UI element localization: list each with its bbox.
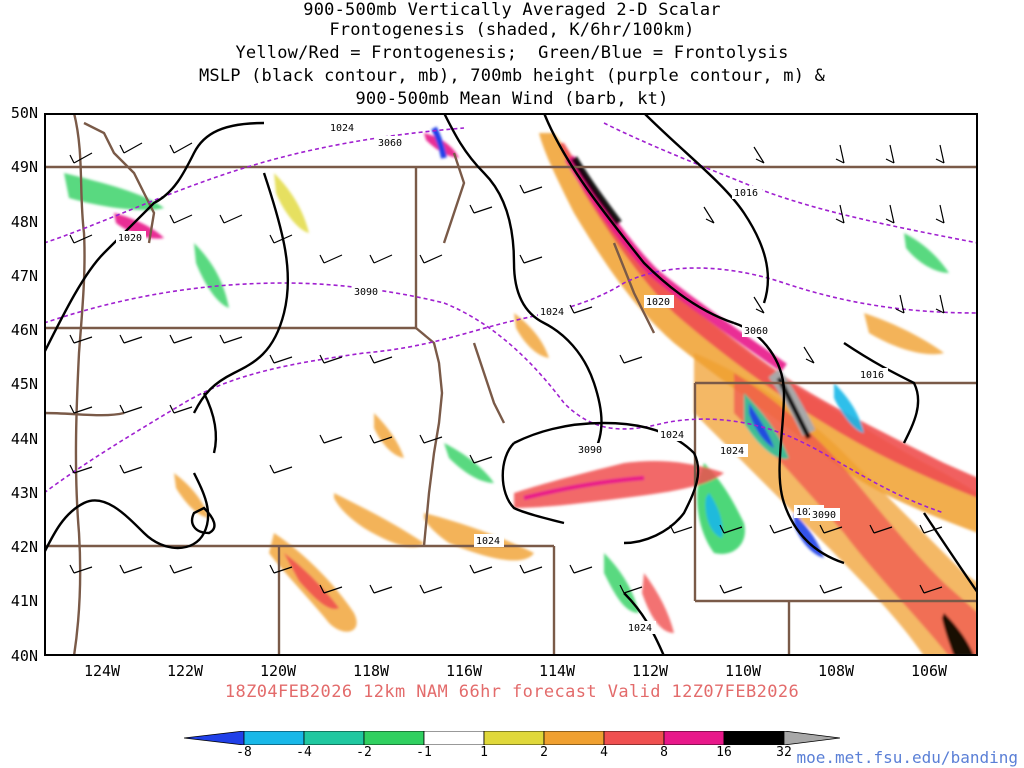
lat-label-41n: 41N xyxy=(10,592,38,610)
colorbar-segment xyxy=(184,731,245,745)
mslp-label: 1024 xyxy=(720,446,744,457)
colorbar-segment xyxy=(363,731,425,745)
lat-label-43n: 43N xyxy=(10,484,38,502)
lon-label-122w: 122W xyxy=(166,662,204,680)
lat-label-45n: 45N xyxy=(10,375,38,393)
colorbar-label: 32 xyxy=(776,745,792,760)
colorbar-label: -4 xyxy=(296,745,312,760)
lon-label-120w: 120W xyxy=(259,662,297,680)
mslp-label: 1024 xyxy=(476,536,500,547)
lon-label-112w: 112W xyxy=(631,662,669,680)
lat-label-49n: 49N xyxy=(10,158,38,176)
mslp-label: 1020 xyxy=(118,233,142,244)
mslp-label: 1020 xyxy=(796,507,820,518)
lat-label-42n: 42N xyxy=(10,538,38,556)
lat-label-47n: 47N xyxy=(10,267,38,285)
height-label: 3060 xyxy=(744,326,768,337)
colorbar-segment xyxy=(303,731,365,745)
colorbar-segment xyxy=(783,731,840,745)
colorbar xyxy=(184,731,840,745)
title-line-2: Frontogenesis (shaded, K/6hr/100km) xyxy=(329,20,695,40)
mslp-label: 1016 xyxy=(860,370,884,381)
website-link[interactable]: moe.met.fsu.edu/banding xyxy=(796,748,1018,767)
lon-label-108w: 108W xyxy=(817,662,855,680)
title-line-3: Yellow/Red = Frontogenesis; Green/Blue =… xyxy=(235,43,789,63)
height-label: 3090 xyxy=(812,510,836,521)
title-line-4: MSLP (black contour, mb), 700mb height (… xyxy=(198,66,826,86)
title-line-1: 900-500mb Vertically Averaged 2-D Scalar xyxy=(303,0,721,20)
colorbar-label: -1 xyxy=(416,745,432,760)
lon-label-118w: 118W xyxy=(352,662,390,680)
colorbar-segment xyxy=(723,731,785,745)
frontogenesis-shading xyxy=(64,126,978,656)
colorbar-segment xyxy=(543,731,605,745)
map-panel: 1024 1020 1016 1024 1020 1016 1024 1024 … xyxy=(44,113,978,656)
mslp-label: 1024 xyxy=(330,123,354,134)
mslp-label: 1020 xyxy=(646,297,670,308)
colorbar-segment xyxy=(663,731,725,745)
lon-label-116w: 116W xyxy=(445,662,483,680)
height-label: 3090 xyxy=(578,445,602,456)
colorbar-label: 4 xyxy=(600,745,608,760)
colorbar-segment xyxy=(243,731,305,745)
mslp-label: 1024 xyxy=(628,623,652,634)
mslp-label: 1016 xyxy=(734,188,758,199)
map-border xyxy=(44,113,978,656)
lat-label-50n: 50N xyxy=(10,104,38,122)
lat-label-48n: 48N xyxy=(10,213,38,231)
political-borders xyxy=(44,113,978,656)
lon-label-110w: 110W xyxy=(724,662,762,680)
mslp-contours xyxy=(44,113,978,656)
colorbar-label: -8 xyxy=(236,745,252,760)
height-label: 3090 xyxy=(354,287,378,298)
colorbar-segment xyxy=(483,731,545,745)
lat-label-46n: 46N xyxy=(10,321,38,339)
lat-label-44n: 44N xyxy=(10,430,38,448)
colorbar-label: 1 xyxy=(480,745,488,760)
wind-barbs xyxy=(69,142,945,594)
colorbar-segment xyxy=(423,731,485,745)
mslp-label: 1024 xyxy=(660,430,684,441)
colorbar-label: -2 xyxy=(356,745,372,760)
contour-labels: 1024 1020 1016 1024 1020 1016 1024 1024 … xyxy=(116,121,888,634)
lat-label-40n: 40N xyxy=(10,647,38,665)
model-run-info: 18Z04FEB2026 12km NAM 66hr forecast Vali… xyxy=(224,682,800,702)
lon-label-124w: 124W xyxy=(83,662,121,680)
lon-label-106w: 106W xyxy=(910,662,948,680)
lon-label-114w: 114W xyxy=(538,662,576,680)
colorbar-segment xyxy=(603,731,665,745)
colorbar-label: 2 xyxy=(540,745,548,760)
colorbar-label: 16 xyxy=(716,745,732,760)
height-contours-700mb xyxy=(44,122,978,514)
title-line-5: 900-500mb Mean Wind (barb, kt) xyxy=(355,89,669,109)
colorbar-label: 8 xyxy=(660,745,668,760)
mslp-label: 1024 xyxy=(540,307,564,318)
height-label: 3060 xyxy=(378,138,402,149)
